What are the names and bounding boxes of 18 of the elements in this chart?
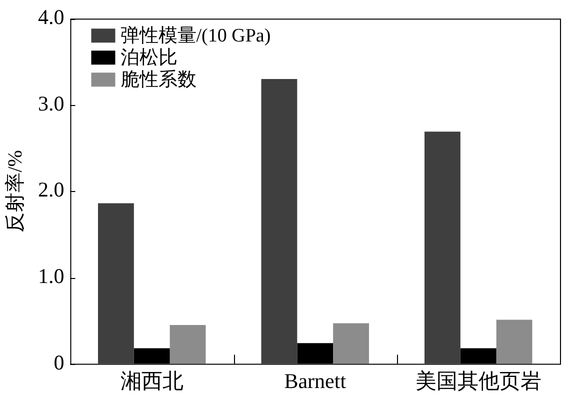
x-tick-label: 美国其他页岩 bbox=[415, 368, 542, 393]
x-tick-label: Barnett bbox=[284, 368, 346, 393]
y-tick-label: 4.0 bbox=[38, 5, 64, 30]
legend-label: 泊松比 bbox=[120, 48, 178, 69]
y-tick-label: 0 bbox=[54, 350, 64, 374]
y-axis-title: 反射率/% bbox=[4, 150, 26, 232]
y-tick-label: 2.0 bbox=[38, 178, 64, 202]
y-tick-label: 1.0 bbox=[38, 264, 64, 288]
legend-label: 脆性系数 bbox=[120, 70, 196, 91]
y-tick-label: 3.0 bbox=[38, 91, 64, 116]
bar bbox=[496, 320, 532, 364]
bar bbox=[261, 79, 298, 364]
bar bbox=[424, 132, 460, 364]
bar bbox=[98, 203, 134, 364]
bar bbox=[170, 324, 206, 364]
legend-label: 弹性模量/(10 GPa) bbox=[120, 26, 271, 47]
x-tick-label: 湘西北 bbox=[120, 368, 184, 393]
bar bbox=[333, 323, 369, 364]
